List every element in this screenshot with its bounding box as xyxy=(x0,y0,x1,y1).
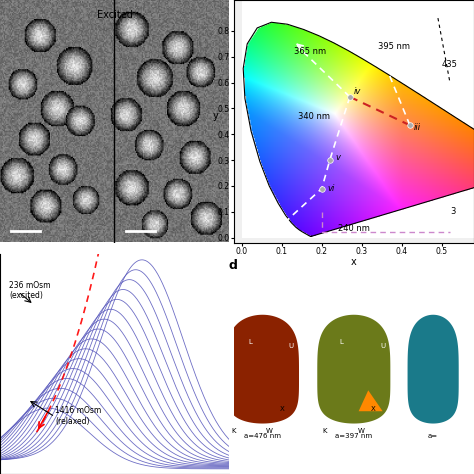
Text: 365 nm: 365 nm xyxy=(294,47,326,56)
Text: W: W xyxy=(266,428,273,434)
Text: W: W xyxy=(357,428,365,434)
Text: 395 nm: 395 nm xyxy=(378,42,410,51)
Text: 1416 mOsm
(relaxed): 1416 mOsm (relaxed) xyxy=(55,406,101,426)
Text: X: X xyxy=(279,406,284,411)
Text: U: U xyxy=(380,344,385,349)
Y-axis label: y: y xyxy=(213,111,219,121)
Text: a=: a= xyxy=(428,433,438,439)
PathPatch shape xyxy=(408,315,459,424)
Text: K: K xyxy=(231,428,236,434)
X-axis label: x: x xyxy=(351,257,357,267)
PathPatch shape xyxy=(226,315,299,424)
Text: v: v xyxy=(336,153,341,162)
Text: K: K xyxy=(323,428,327,434)
PathPatch shape xyxy=(317,315,391,424)
Text: L: L xyxy=(248,339,252,345)
Text: 240 nm: 240 nm xyxy=(338,224,370,233)
Polygon shape xyxy=(359,390,383,411)
Text: L: L xyxy=(340,339,344,345)
Text: Excited: Excited xyxy=(250,302,280,308)
Text: 236 mOsm
(excited): 236 mOsm (excited) xyxy=(9,281,51,300)
Text: iv: iv xyxy=(354,87,361,96)
Text: vi: vi xyxy=(328,184,335,193)
Text: 3: 3 xyxy=(450,207,456,216)
Text: Excited: Excited xyxy=(97,9,132,20)
Text: iii: iii xyxy=(414,123,421,132)
Text: 435: 435 xyxy=(442,60,458,69)
Text: a=476 nm: a=476 nm xyxy=(244,433,281,439)
Text: U: U xyxy=(289,344,294,349)
Text: d: d xyxy=(229,259,237,272)
Text: X: X xyxy=(371,406,375,411)
Text: a=397 nm: a=397 nm xyxy=(335,433,373,439)
Text: 340 nm: 340 nm xyxy=(298,112,330,121)
